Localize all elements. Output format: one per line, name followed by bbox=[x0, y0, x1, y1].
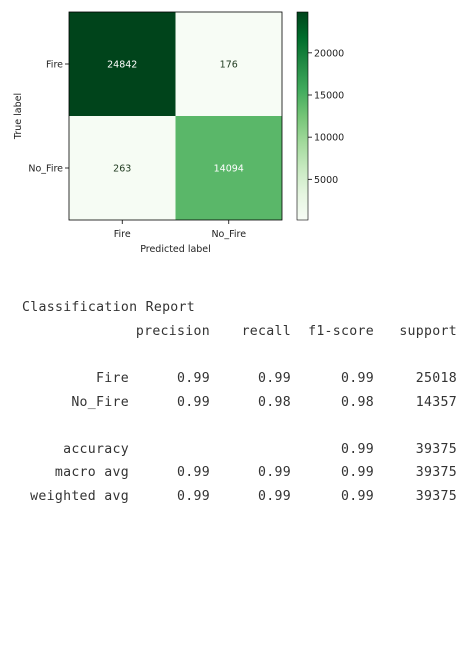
cell-value-label: 176 bbox=[220, 60, 238, 71]
matrix-cells bbox=[69, 12, 282, 220]
row-label: weighted avg bbox=[30, 488, 129, 504]
row-label: Fire bbox=[96, 371, 129, 386]
report-row-no-fire: No_Fire 0.99 0.98 0.98 14357 bbox=[22, 391, 462, 415]
precision-cell: 0.99 bbox=[177, 488, 210, 504]
recall-cell: 0.99 bbox=[258, 371, 291, 386]
recall-cell: 0.98 bbox=[258, 394, 291, 410]
recall-cell: 0.99 bbox=[258, 488, 291, 504]
precision-cell: 0.99 bbox=[177, 371, 210, 386]
colorbar-tick-label: 10000 bbox=[314, 133, 344, 144]
cell-value-label: 263 bbox=[113, 164, 131, 175]
f1-score-cell: 0.99 bbox=[341, 465, 374, 480]
precision-cell: 0.99 bbox=[177, 465, 210, 480]
colorbar bbox=[296, 11, 309, 221]
x-tick-label: No_Fire bbox=[211, 229, 246, 240]
matrix-cell bbox=[175, 12, 282, 116]
classification-report: Classification Report precision recall f… bbox=[22, 296, 462, 508]
colorbar-tick-labels: 5000 10000 15000 20000 bbox=[308, 48, 344, 186]
header-support: support bbox=[399, 324, 457, 339]
x-tick-labels: Fire No_Fire bbox=[114, 220, 246, 240]
matrix-cell bbox=[69, 116, 176, 220]
header-recall: recall bbox=[241, 324, 291, 339]
report-row-macro-avg: macro avg 0.99 0.99 0.99 39375 bbox=[22, 461, 462, 485]
header-f1-score: f1-score bbox=[308, 324, 374, 339]
cell-value-label: 14094 bbox=[214, 164, 244, 175]
y-tick-labels: Fire No_Fire bbox=[28, 60, 69, 175]
header-precision: precision bbox=[135, 324, 210, 339]
report-title: Classification Report bbox=[22, 300, 196, 315]
cell-value-labels: 24842 176 263 14094 bbox=[107, 60, 244, 175]
x-axis-label: Predicted label bbox=[140, 244, 211, 255]
y-tick-label: No_Fire bbox=[28, 164, 63, 175]
matrix-frame bbox=[68, 11, 283, 221]
row-label: accuracy bbox=[63, 441, 129, 457]
f1-score-cell: 0.99 bbox=[341, 371, 374, 386]
f1-score-cell: 0.98 bbox=[341, 394, 374, 410]
f1-score-cell: 0.99 bbox=[341, 441, 374, 457]
row-label: macro avg bbox=[54, 465, 129, 480]
x-tick-label: Fire bbox=[114, 229, 131, 240]
colorbar-tick-label: 15000 bbox=[314, 90, 344, 101]
confusion-matrix-figure: 24842 176 263 14094 Fire No_Fire Fire No_Fire… bbox=[13, 11, 344, 255]
f1-score-cell: 0.99 bbox=[341, 488, 374, 504]
support-cell: 39375 bbox=[415, 441, 457, 457]
report-header-row: precision recall f1-score support bbox=[22, 320, 462, 344]
recall-cell: 0.99 bbox=[258, 465, 291, 480]
colorbar-tick-label: 20000 bbox=[314, 48, 344, 59]
support-cell: 39375 bbox=[415, 465, 457, 480]
support-cell: 25018 bbox=[415, 371, 457, 386]
report-row-accuracy: accuracy 0.99 39375 bbox=[22, 438, 462, 462]
y-tick-label: Fire bbox=[46, 60, 63, 71]
report-row-weighted-avg: weighted avg 0.99 0.99 0.99 39375 bbox=[22, 485, 462, 509]
y-axis-label: True label bbox=[13, 93, 24, 140]
matrix-cell bbox=[175, 116, 282, 220]
matrix-cell bbox=[69, 12, 176, 116]
support-cell: 39375 bbox=[415, 488, 457, 504]
precision-cell: 0.99 bbox=[177, 394, 210, 410]
support-cell: 14357 bbox=[415, 394, 457, 410]
cell-value-label: 24842 bbox=[107, 60, 137, 71]
row-label: No_Fire bbox=[71, 394, 129, 410]
report-row-fire: Fire 0.99 0.99 0.99 25018 bbox=[22, 367, 462, 391]
colorbar-tick-label: 5000 bbox=[314, 175, 338, 186]
